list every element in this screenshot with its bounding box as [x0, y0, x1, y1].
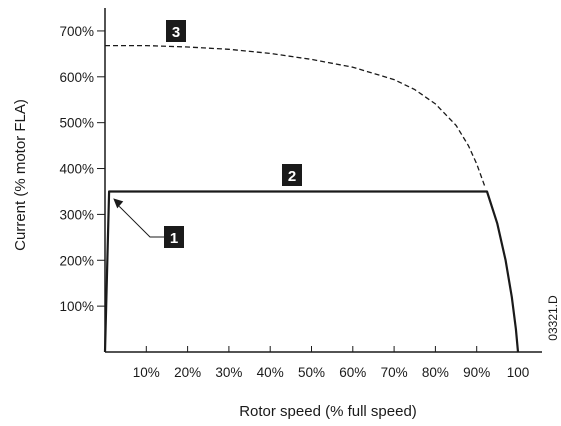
x-tick-label: 80%: [422, 365, 449, 380]
series-2-marker-label: 2: [288, 168, 296, 185]
x-tick-label: 10%: [133, 365, 160, 380]
x-tick-label: 60%: [339, 365, 366, 380]
annotation-1-arrowhead: [113, 198, 124, 209]
annotation-1-marker-label: 1: [170, 230, 178, 247]
series-2-marker: 2: [282, 164, 302, 186]
x-axis-ticks: 10% 20% 30% 40% 50% 60% 70% 80% 90% 100: [133, 346, 529, 380]
series-3-marker-label: 3: [172, 24, 180, 41]
axes: [104, 8, 542, 353]
x-tick-label: 30%: [215, 365, 242, 380]
x-tick-label: 50%: [298, 365, 325, 380]
series-2-line: [103, 190, 520, 353]
x-tick-label: 100: [507, 365, 530, 380]
marker-group: 3 2 1: [113, 20, 302, 248]
y-axis-ticks: 100% 200% 300% 400% 500% 600% 700%: [59, 24, 105, 314]
y-tick-label: 700%: [59, 24, 94, 39]
y-tick-label: 600%: [59, 70, 94, 85]
x-tick-label: 40%: [257, 365, 284, 380]
x-tick-label: 90%: [463, 365, 490, 380]
y-axis-title: Current (% motor FLA): [12, 99, 29, 251]
series-3-marker: 3: [166, 20, 186, 42]
annotation-1-arrow: [113, 198, 164, 238]
x-tick-label: 20%: [174, 365, 201, 380]
x-axis-title: Rotor speed (% full speed): [239, 403, 417, 420]
annotation-1-marker-box: [164, 226, 184, 248]
series-3-marker-box: [166, 20, 186, 42]
series-3-line: [105, 44, 486, 188]
series-2-marker-box: [282, 164, 302, 186]
x-tick-label: 70%: [381, 365, 408, 380]
y-tick-label: 100%: [59, 299, 94, 314]
y-tick-label: 500%: [59, 116, 94, 131]
y-tick-label: 300%: [59, 207, 94, 222]
annotation-1-leader: [118, 206, 164, 238]
y-tick-label: 400%: [59, 162, 94, 177]
image-code: 03321.D: [546, 295, 560, 341]
series-group: [103, 44, 520, 353]
annotation-1-marker: 1: [164, 226, 184, 248]
y-tick-label: 200%: [59, 253, 94, 268]
